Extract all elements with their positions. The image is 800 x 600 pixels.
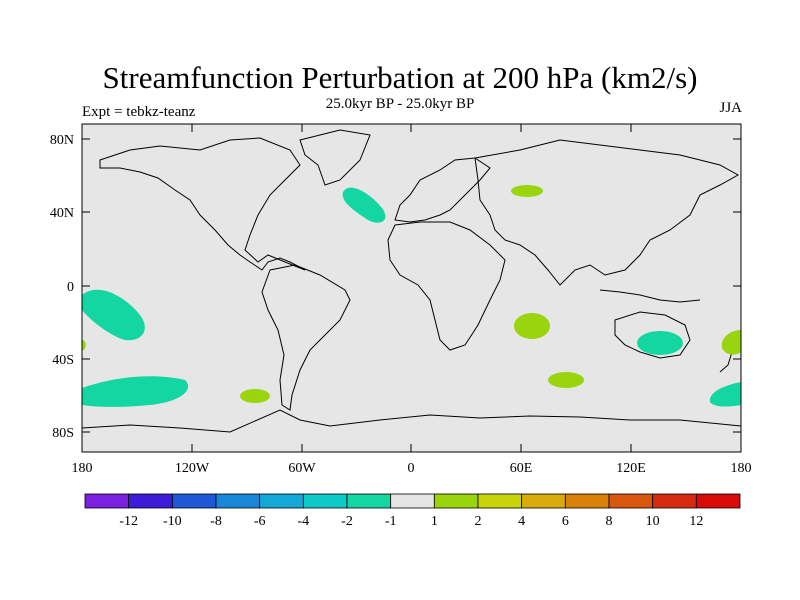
colorbar-label: 6 [562,514,569,529]
colorbar-label: 1 [431,514,438,529]
colorbar-box [171,493,217,509]
colorbar-box [564,493,610,509]
colorbar-box [521,493,566,509]
negative-anomaly-australia [637,331,683,355]
chart-title: Streamfunction Perturbation at 200 hPa (… [102,60,698,95]
chart-subtitle: 25.0kyr BP - 25.0kyr BP [325,96,475,112]
lon-label: 60E [510,461,533,476]
negative-anomaly-tasman [709,382,741,407]
colorbar-box [128,493,173,509]
anomaly-regions [82,185,741,407]
lat-label: 80S [52,426,74,441]
negative-anomaly-north-atlantic [342,187,386,223]
experiment-label: Expt = tebkz-teanz [82,104,196,120]
colorbar-box [346,493,392,509]
colorbar-box [608,493,654,509]
positive-anomaly-south-atlantic [514,313,550,339]
colorbar-label: -8 [210,514,222,529]
colorbar-box [390,493,435,509]
colorbar-label: -6 [254,514,266,529]
colorbar-box [215,493,261,509]
lon-label: 120E [616,461,646,476]
colorbar-label: 4 [518,514,525,529]
lon-label: 60W [288,461,316,476]
coastlines [81,129,742,433]
positive-anomaly-russia [511,185,543,197]
colorbar-box [477,493,523,509]
colorbar-box [433,493,479,509]
lat-label: 40N [50,206,74,221]
colorbar-label: -1 [385,514,397,529]
colorbar-box [695,493,741,509]
colorbar-box [84,493,130,509]
positive-anomaly-indian-ocean [548,372,584,388]
negative-anomaly-south-pacific [82,376,189,407]
colorbar-label: -4 [297,514,309,529]
coast-greenland [299,129,371,186]
colorbar-label: 10 [646,514,660,529]
lat-label: 0 [67,280,74,295]
colorbar-box [652,493,697,509]
lon-label: 0 [408,461,415,476]
negative-anomaly-east-pacific [82,289,145,341]
coast-south-america [261,264,351,411]
colorbar-box [259,493,304,509]
lat-label: 40S [52,353,74,368]
coast-north-america [99,137,306,271]
tick-marks [81,124,742,452]
season-label: JJA [719,100,742,116]
colorbar [84,493,741,509]
colorbar-label: 8 [606,514,613,529]
positive-anomaly-south-pacific [240,389,270,403]
coast-indonesia [599,289,701,303]
coast-australia [614,311,691,359]
lon-label: 180 [72,461,93,476]
colorbar-label: 2 [475,514,482,529]
coast-africa [387,221,506,351]
colorbar-label: -12 [119,514,138,529]
positive-anomaly-west-edge [82,340,86,350]
coast-antarctica [81,409,742,433]
map-background [82,124,741,452]
colorbar-box [302,493,348,509]
lat-label: 80N [50,133,74,148]
colorbar-label: -10 [163,514,182,529]
lon-label: 120W [175,461,210,476]
coast-asia [474,139,740,286]
colorbar-label: -2 [341,514,353,529]
lon-label: 180 [731,461,752,476]
colorbar-label: 12 [689,514,703,529]
colorbar-labels: -12 -10 -8 -6 -4 -2 -1 1 2 4 6 8 10 12 [119,514,703,529]
coast-europe [394,157,491,223]
positive-anomaly-new-zealand [721,330,741,355]
